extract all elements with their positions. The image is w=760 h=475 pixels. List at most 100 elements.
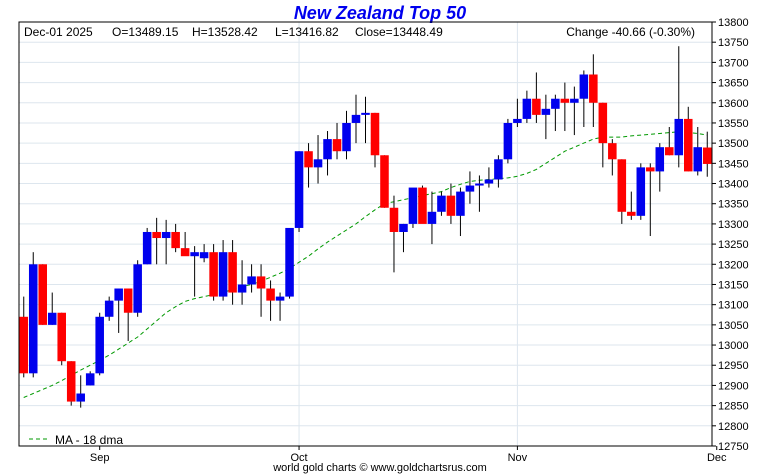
candle-body-down — [380, 155, 389, 208]
candle-body-up — [693, 147, 703, 172]
y-tick-label: 12900 — [718, 380, 749, 392]
candle-body-up — [104, 300, 114, 317]
candle — [85, 371, 95, 386]
candle-body-down — [304, 151, 313, 168]
candle-body-up — [142, 231, 152, 265]
y-tick-label: 13550 — [718, 118, 749, 130]
candle-body-up — [28, 264, 38, 374]
candle — [380, 155, 389, 208]
candle-body-up — [218, 252, 228, 297]
y-tick-label: 12850 — [718, 401, 749, 413]
candle — [38, 264, 48, 325]
candle — [209, 244, 218, 301]
candle — [693, 126, 703, 176]
candle — [218, 240, 228, 301]
y-tick-label: 13300 — [718, 219, 749, 231]
candle — [551, 94, 560, 132]
candle — [66, 361, 76, 406]
y-tick-label: 13150 — [718, 279, 749, 291]
candle — [57, 312, 66, 366]
y-tick-label: 13400 — [718, 179, 749, 191]
legend-ma-label: MA - 18 dma — [55, 433, 123, 447]
candle — [142, 227, 152, 265]
y-tick-label: 13100 — [718, 300, 749, 312]
candle — [152, 217, 161, 265]
x-tick-label: Nov — [508, 452, 528, 464]
candle-body-up — [475, 183, 484, 186]
candle-body-down — [266, 288, 275, 301]
candle-body-up — [85, 373, 95, 386]
candle — [180, 231, 190, 257]
candle-body-up — [237, 284, 247, 293]
y-tick-label: 13250 — [718, 239, 749, 251]
candle — [437, 191, 446, 216]
y-tick-label: 12800 — [718, 421, 749, 433]
candle — [275, 292, 285, 321]
candle — [475, 175, 484, 212]
candle-body-up — [342, 122, 351, 152]
candle — [304, 143, 313, 188]
candle — [294, 151, 304, 232]
candle-body-up — [199, 252, 209, 259]
candle — [237, 260, 247, 305]
y-tick-label: 13700 — [718, 57, 749, 69]
candle-body-up — [503, 122, 513, 160]
candle — [171, 223, 180, 253]
candle-body-up — [361, 112, 370, 115]
candle-body-up — [456, 191, 465, 216]
candle-body-up — [494, 159, 503, 180]
candle — [19, 296, 29, 378]
candle-body-down — [228, 252, 237, 293]
candle-body-up — [465, 185, 475, 192]
candle-body-up — [399, 223, 408, 232]
header-low: L=13416.82 — [275, 25, 339, 39]
candle — [161, 219, 171, 265]
y-tick-label: 13650 — [718, 78, 749, 90]
y-tick-label: 13800 — [718, 17, 749, 29]
candle — [646, 163, 655, 237]
candle-body-up — [408, 187, 418, 224]
x-tick-label: Dec — [707, 452, 727, 464]
candle — [123, 288, 133, 342]
candle — [636, 163, 646, 220]
candle-body-down — [608, 143, 617, 160]
candle — [76, 375, 85, 408]
candle-body-down — [123, 288, 133, 313]
candle-body-down — [532, 98, 541, 115]
candle-body-up — [655, 147, 665, 172]
candle-body-down — [256, 276, 266, 289]
candle-body-down — [66, 361, 76, 402]
y-tick-label: 13050 — [718, 320, 749, 332]
header-change: Change -40.66 (-0.30%) — [566, 25, 695, 39]
candle — [627, 191, 636, 220]
candle — [655, 143, 665, 192]
candle-body-up — [351, 114, 361, 123]
candle — [579, 70, 589, 127]
candle — [285, 227, 294, 299]
candle — [95, 312, 104, 376]
candle-body-up — [133, 264, 142, 313]
candle — [683, 106, 693, 172]
candle-body-down — [19, 316, 29, 374]
candle-body-up — [114, 288, 123, 301]
candle — [313, 135, 323, 184]
candle — [522, 90, 532, 123]
header-open: O=13489.15 — [112, 25, 179, 39]
y-tick-label: 13200 — [718, 259, 749, 271]
candle — [665, 126, 674, 156]
candle — [560, 82, 570, 132]
candle-body-down — [180, 248, 190, 257]
footer-credit: world gold charts © www.goldchartsrus.co… — [273, 462, 487, 474]
candle — [446, 183, 456, 224]
candle-body-up — [579, 74, 589, 99]
candle — [484, 167, 494, 188]
candle-body-up — [551, 98, 560, 109]
candle-body-down — [332, 139, 342, 152]
y-tick-label: 13750 — [718, 37, 749, 49]
candle-body-down — [560, 98, 570, 103]
x-axis: Sep Oct Nov Dec — [90, 446, 727, 464]
candle — [532, 72, 541, 123]
candle — [47, 292, 57, 325]
y-tick-label: 13450 — [718, 158, 749, 170]
